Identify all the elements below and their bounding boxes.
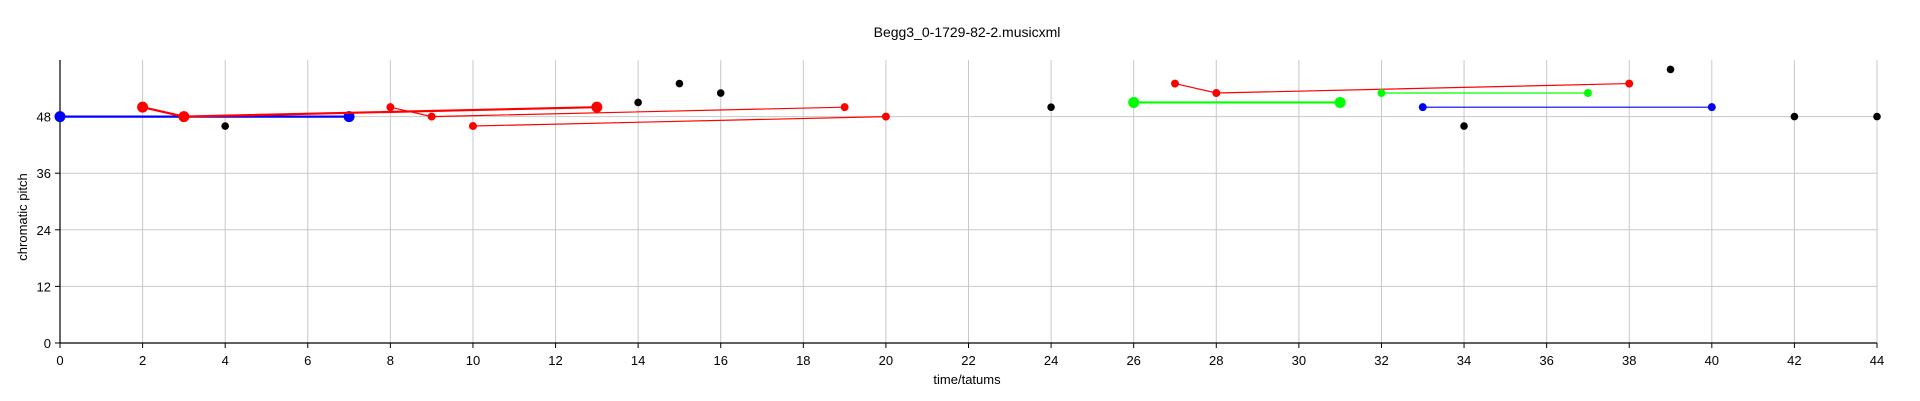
series-point: [178, 111, 190, 123]
x-tick-label: 0: [56, 353, 63, 368]
y-tick-label: 24: [37, 223, 51, 238]
series-point: [1334, 96, 1346, 108]
series-point: [427, 112, 436, 121]
x-tick-label: 18: [796, 353, 810, 368]
y-tick-label: 0: [44, 336, 51, 351]
data-point: [716, 89, 725, 97]
data-points: [221, 65, 1881, 130]
x-tick-label: 22: [961, 353, 975, 368]
series-point: [1170, 79, 1179, 88]
series-point: [137, 101, 149, 113]
x-tick-label: 42: [1787, 353, 1801, 368]
series-point: [840, 103, 849, 112]
y-tick-label: 12: [37, 279, 51, 294]
series-point: [1625, 79, 1634, 88]
series-line: [472, 116, 886, 127]
x-axis-label: time/tatums: [933, 372, 1001, 387]
data-point: [1666, 65, 1675, 74]
y-tick-label: 36: [37, 166, 51, 181]
series-point: [386, 103, 395, 112]
data-point: [1790, 112, 1799, 121]
x-tick-label: 20: [879, 353, 893, 368]
x-tick-label: 12: [548, 353, 562, 368]
x-tick-label: 8: [387, 353, 394, 368]
x-tick-label: 38: [1622, 353, 1636, 368]
x-tick-label: 4: [222, 353, 229, 368]
data-point: [675, 79, 684, 88]
data-point: [1047, 103, 1055, 111]
series-point: [1418, 103, 1427, 112]
x-tick-label: 34: [1457, 353, 1471, 368]
x-tick-label: 36: [1539, 353, 1553, 368]
x-tick-label: 30: [1292, 353, 1306, 368]
series-point: [591, 101, 603, 113]
series-line: [1174, 82, 1630, 94]
grid-lines: [59, 60, 1878, 344]
x-tick-label: 6: [304, 353, 311, 368]
y-axis-label: chromatic pitch: [15, 173, 30, 260]
series-point: [1707, 103, 1716, 112]
x-tick-label: 28: [1209, 353, 1223, 368]
y-tick-label: 48: [37, 110, 51, 125]
x-tick-label: 16: [713, 353, 727, 368]
data-point: [634, 98, 642, 107]
series-point: [1377, 89, 1386, 98]
axes: 0 2 4 6 8 10 12 14 16 18 20 22 24 26 28 30 32 34 36 38 40 42 4…: [37, 60, 1884, 368]
series-point: [1583, 89, 1592, 98]
x-tick-label: 40: [1705, 353, 1719, 368]
data-point: [221, 122, 229, 130]
series-line: [142, 106, 597, 118]
x-tick-label: 2: [139, 353, 146, 368]
x-tick-label: 26: [1126, 353, 1140, 368]
series-point: [1212, 89, 1221, 98]
x-tick-label: 10: [466, 353, 480, 368]
x-tick-label: 14: [631, 353, 645, 368]
x-tick-label: 32: [1374, 353, 1388, 368]
series-point: [1128, 96, 1140, 108]
series-point: [54, 111, 66, 123]
series-point: [881, 112, 890, 121]
x-tick-label: 44: [1870, 353, 1884, 368]
data-point: [1873, 112, 1881, 121]
series-line: [390, 106, 845, 118]
x-tick-label: 24: [1044, 353, 1058, 368]
chart-title: Begg3_0-1729-82-2.musicxml: [874, 24, 1061, 40]
series-point: [468, 122, 477, 131]
data-series: [54, 79, 1716, 131]
data-point: [1460, 122, 1468, 130]
